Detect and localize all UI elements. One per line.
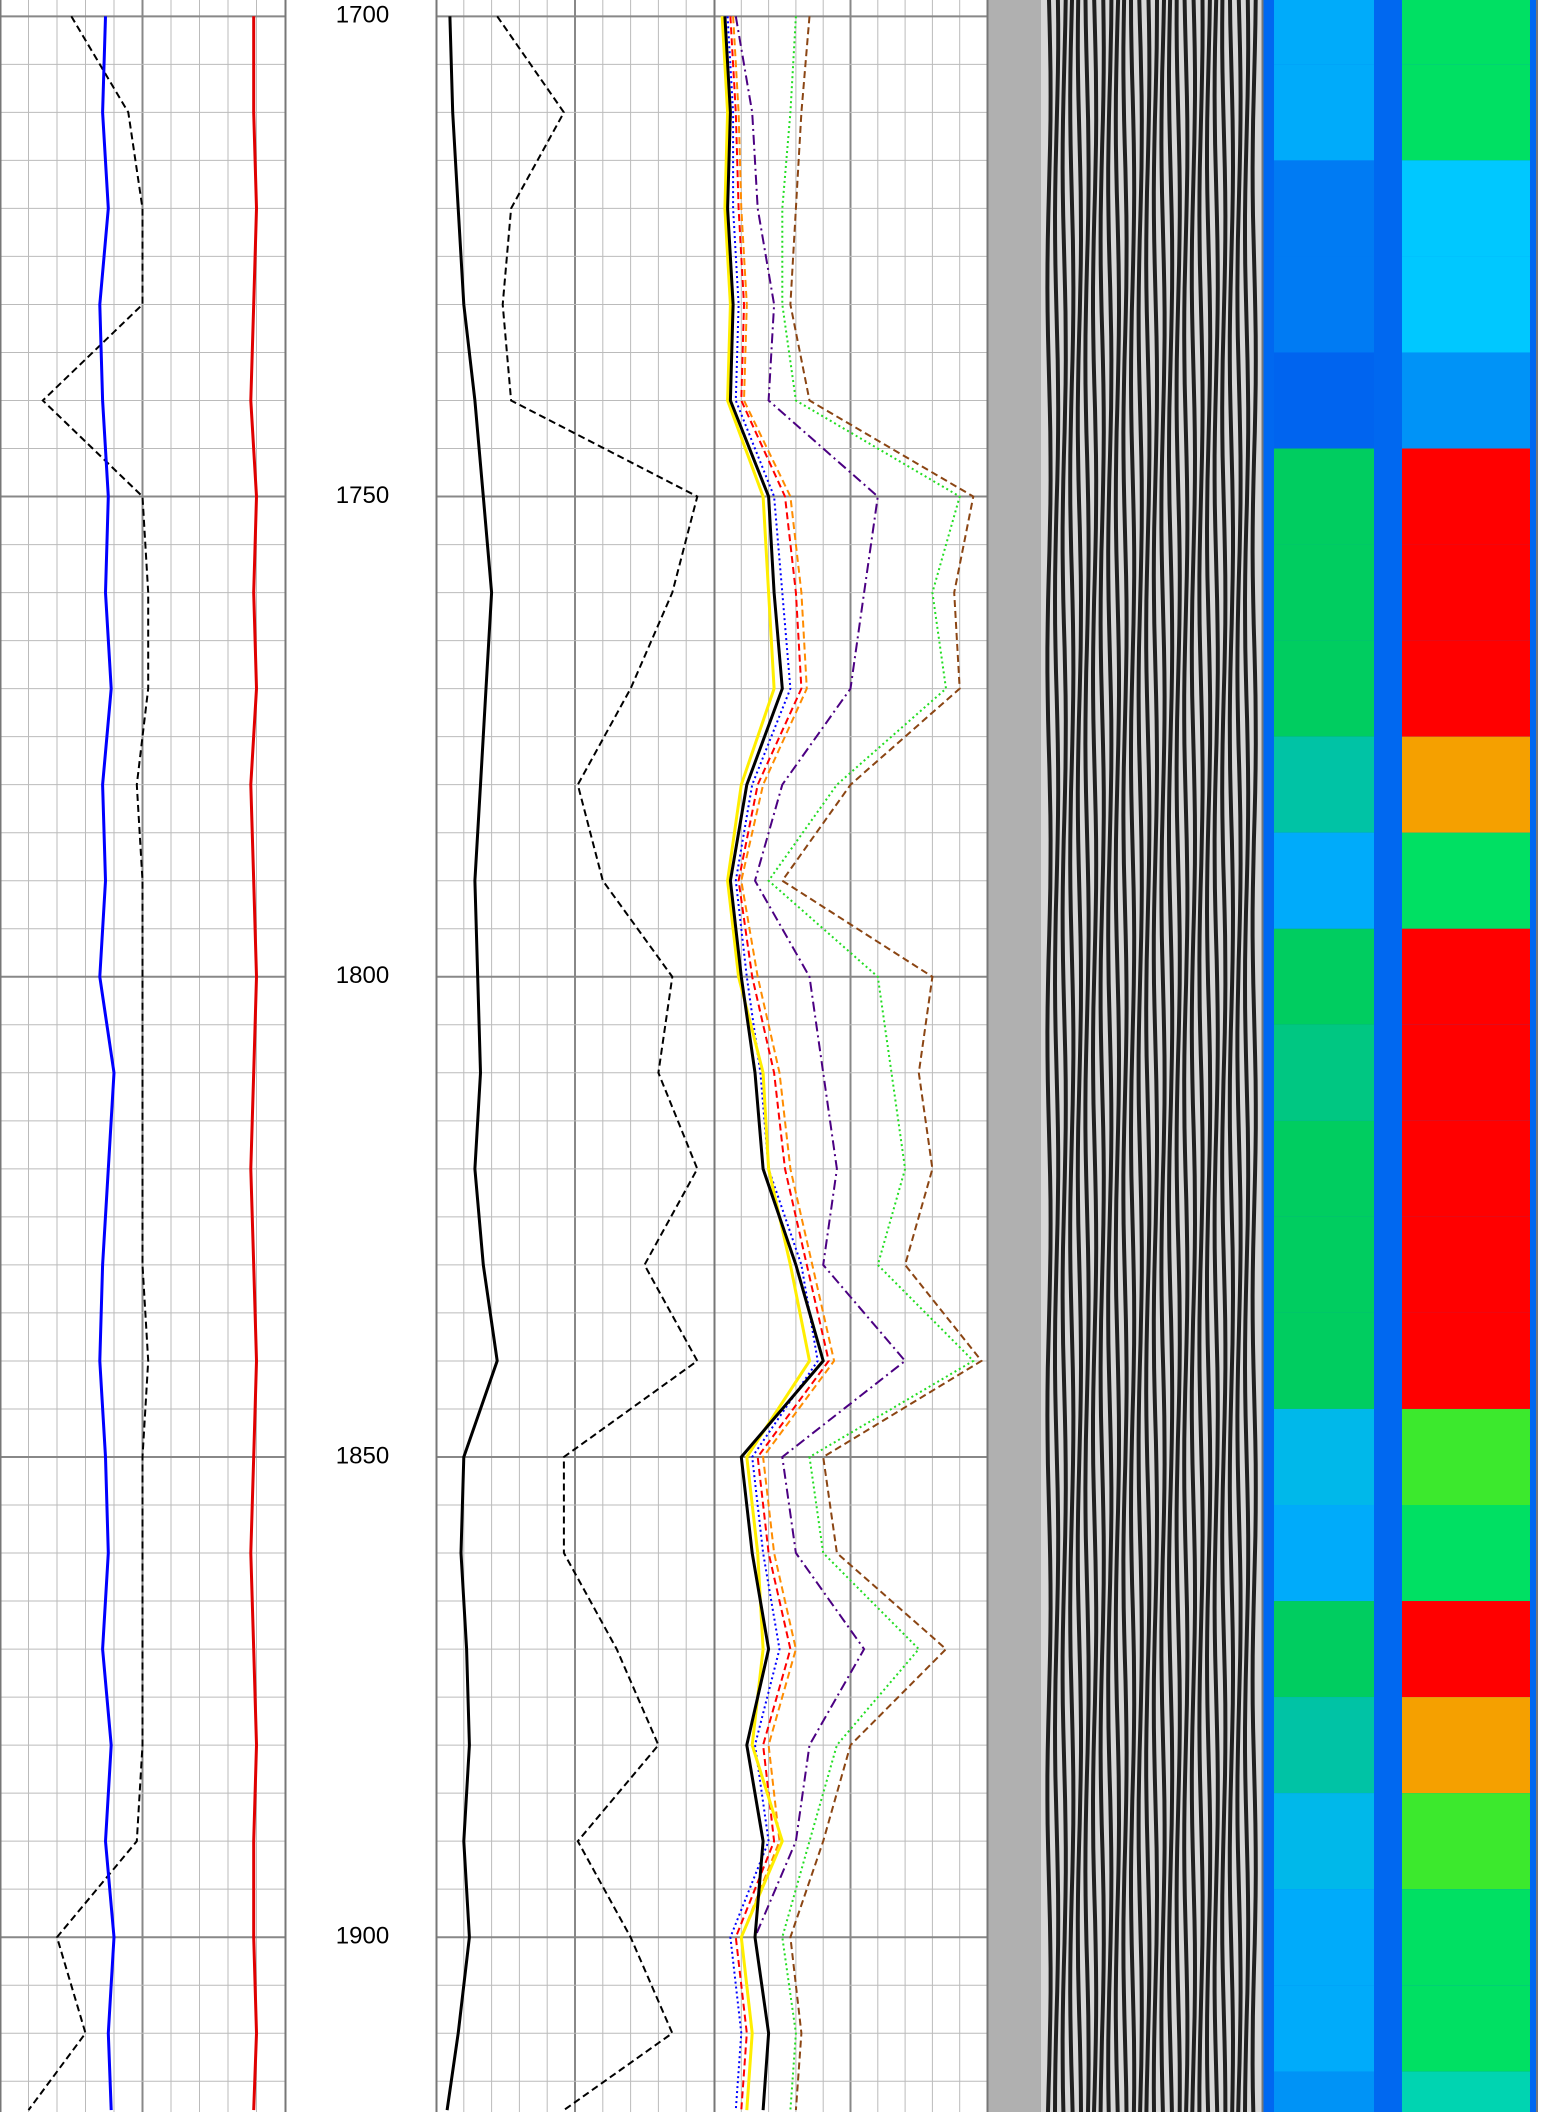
wiggle-trace <box>1144 0 1152 2112</box>
log-curve <box>720 16 812 2111</box>
heatmap-side <box>1274 1408 1374 1506</box>
wiggle-trace <box>1220 0 1228 2112</box>
wiggle-trace <box>1083 0 1091 2112</box>
depth-label: 1900 <box>336 1923 389 1950</box>
heatmap-cell <box>1402 352 1530 449</box>
heatmap-side <box>1274 1889 1374 1986</box>
log-curve <box>723 16 825 2111</box>
log-curve <box>726 16 819 2111</box>
heatmap-cell <box>1402 1985 1530 2072</box>
heatmap-cell <box>1402 2071 1530 2112</box>
heatmap-side <box>1274 1601 1374 1698</box>
wiggle-trace <box>1075 0 1084 2112</box>
heatmap-side <box>1274 352 1374 449</box>
wiggle-trace <box>1250 0 1258 2112</box>
heatmap-cell <box>1402 1120 1530 1217</box>
wiggle-trace <box>1174 0 1182 2112</box>
wiggle-trace <box>1045 0 1053 2112</box>
heatmap-side <box>1274 256 1374 353</box>
heatmap-cell <box>1402 1505 1530 1602</box>
heatmap-cell <box>1402 1697 1530 1794</box>
heatmap-side <box>1274 1312 1374 1409</box>
log-curve <box>496 15 699 2111</box>
wiggle-trace <box>1151 0 1160 2112</box>
heatmap-side <box>1274 160 1374 257</box>
heatmap-cell <box>1402 640 1530 737</box>
wiggle-trace <box>1197 0 1205 2112</box>
wiggle-trace <box>1182 0 1190 2112</box>
heatmap-cell <box>1402 1889 1530 1986</box>
heatmap-side <box>1274 64 1374 161</box>
heatmap-cell <box>1402 64 1530 161</box>
heatmap-side <box>1274 928 1374 1025</box>
depth-label: 1700 <box>336 2 389 29</box>
heatmap-cell <box>1402 1216 1530 1313</box>
wiggle-trace <box>1090 0 1099 2112</box>
heatmap-side <box>1274 1505 1374 1602</box>
wiggle-trace <box>1189 0 1198 2112</box>
log-curve <box>780 16 983 2111</box>
depth-label: 1750 <box>336 482 389 509</box>
wiggle-trace <box>1052 0 1061 2112</box>
heatmap-cell <box>1402 1601 1530 1698</box>
heatmap-cell <box>1402 448 1530 545</box>
heatmap-side <box>1274 1024 1374 1121</box>
log-curve <box>249 16 259 2111</box>
wiggle-trace <box>1227 0 1236 2112</box>
heatmap-cell <box>1402 0 1530 65</box>
heatmap-side <box>1274 0 1374 65</box>
log-curve <box>27 15 150 2111</box>
heatmap-side <box>1274 832 1374 929</box>
wiggle-trace <box>1136 0 1144 2112</box>
log-curve <box>732 16 836 2111</box>
wiggle-trace <box>1166 0 1175 2112</box>
wiggle-trace <box>1128 0 1137 2112</box>
heatmap-cell <box>1402 544 1530 641</box>
wiggle-gray-band <box>987 0 1041 2112</box>
heatmap-cell <box>1402 256 1530 353</box>
heatmap-side <box>1274 1793 1374 1890</box>
heatmap-cell <box>1402 928 1530 1025</box>
log-curve <box>729 16 830 2111</box>
heatmap-side <box>1274 448 1374 545</box>
heatmap-side <box>1274 640 1374 737</box>
wiggle-trace <box>1060 0 1068 2112</box>
heatmap-side <box>1274 544 1374 641</box>
heatmap-side <box>1274 1120 1374 1217</box>
wiggle-trace <box>1235 0 1243 2112</box>
heatmap-cell <box>1402 1024 1530 1121</box>
depth-label: 1800 <box>336 962 389 989</box>
wiggle-trace <box>1242 0 1251 2112</box>
heatmap-side <box>1274 2071 1374 2112</box>
heatmap-cell <box>1402 832 1530 929</box>
heatmap-cell <box>1402 736 1530 833</box>
heatmap-side <box>1274 736 1374 833</box>
wiggle-trace <box>1113 0 1122 2112</box>
depth-label: 1850 <box>336 1442 389 1469</box>
wiggle-trace <box>1204 0 1213 2112</box>
wiggle-trace <box>1212 0 1220 2112</box>
heatmap-side <box>1274 1697 1374 1794</box>
heatmap-cell <box>1402 160 1530 257</box>
wiggle-trace <box>1159 0 1167 2112</box>
heatmap-cell <box>1402 1408 1530 1506</box>
heatmap-side <box>1274 1985 1374 2072</box>
log-curve <box>445 16 499 2111</box>
log-curve <box>734 16 907 2111</box>
heatmap-cell <box>1402 1312 1530 1409</box>
wiggle-trace <box>1106 0 1114 2112</box>
wiggle-trace <box>1098 0 1106 2112</box>
wiggle-trace <box>1121 0 1129 2112</box>
wiggle-trace <box>1068 0 1076 2112</box>
log-curve <box>98 16 116 2111</box>
log-curve <box>767 16 975 2111</box>
heatmap-side <box>1274 1216 1374 1313</box>
heatmap-cell <box>1402 1793 1530 1890</box>
